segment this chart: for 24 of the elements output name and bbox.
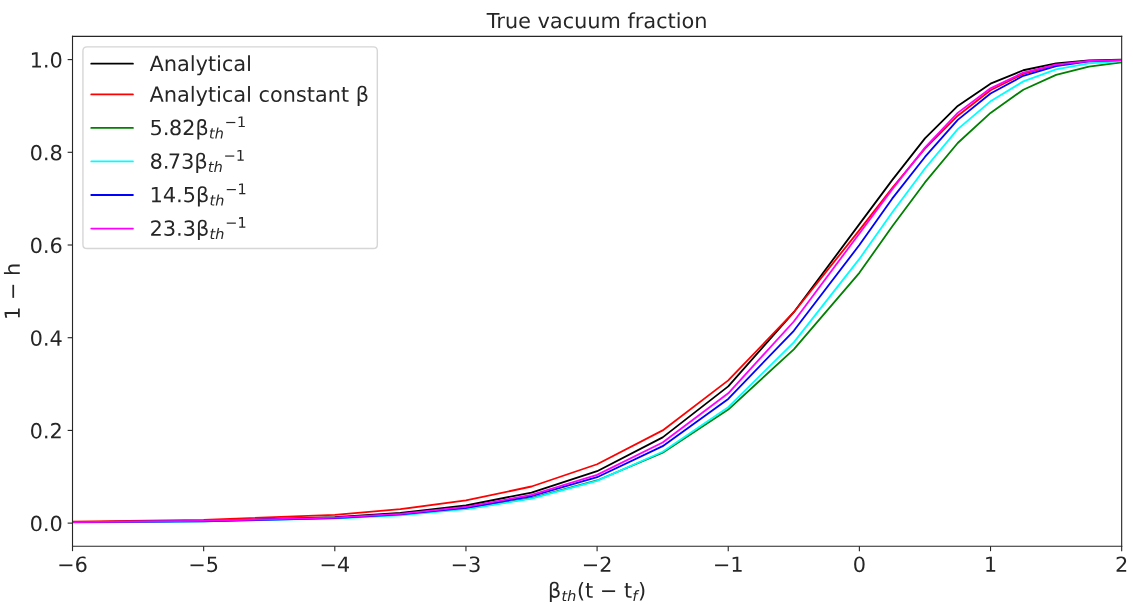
y-tick-label: 1.0 (31, 52, 62, 68)
y-tick-label: 0.6 (31, 237, 62, 254)
x-tick-label: −5 (190, 556, 218, 573)
y-tick-label: 0.8 (31, 144, 62, 161)
y-tick-label: 0.2 (31, 422, 61, 439)
y-tick-label: 0.4 (31, 330, 62, 346)
x-tick-label: 2 (1116, 556, 1127, 572)
x-tick-label: −3 (452, 556, 480, 573)
x-tick-label: −1 (715, 556, 742, 572)
legend-label: 8.73β$_{th}$$^{−1}$ (151, 150, 244, 173)
x-tick-label: −6 (59, 556, 87, 573)
legend-label: Analytical (149, 55, 250, 76)
x-tick-label: 1 (986, 556, 996, 572)
x-tick-label: −4 (321, 556, 349, 572)
y-axis-title: 1 − h (3, 264, 20, 318)
x-tick-label: −2 (583, 556, 611, 572)
x-tick-label: 0 (854, 556, 865, 573)
legend-label: 23.3β$_{th}$$^{−1}$ (151, 217, 246, 241)
legend-label: Analytical constant β (149, 85, 368, 107)
chart-title: True vacuum fraction (486, 12, 706, 29)
x-axis-title: β$_{th}$(t − t$_{f}$) (549, 581, 645, 603)
y-tick-label: 0.0 (31, 515, 62, 532)
legend-label: 14.5β$_{th}$$^{−1}$ (151, 183, 246, 207)
legend-label: 5.82β$_{th}$$^{−1}$ (151, 116, 245, 140)
